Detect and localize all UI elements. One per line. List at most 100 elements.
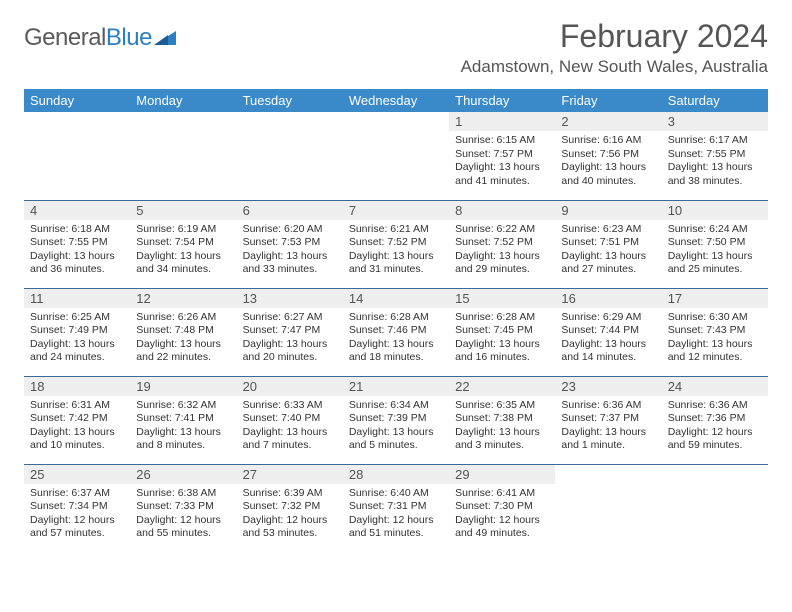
sunrise-text: Sunrise: 6:18 AM [30,223,124,237]
calendar-week-row: 25Sunrise: 6:37 AMSunset: 7:34 PMDayligh… [24,464,768,552]
daylight-text: Daylight: 13 hours and 7 minutes. [243,426,337,453]
calendar-day-cell [130,112,236,200]
day-details: Sunrise: 6:33 AMSunset: 7:40 PMDaylight:… [237,396,343,456]
sunset-text: Sunset: 7:33 PM [136,500,230,514]
daylight-text: Daylight: 13 hours and 20 minutes. [243,338,337,365]
calendar-week-row: 1Sunrise: 6:15 AMSunset: 7:57 PMDaylight… [24,112,768,200]
weekday-header: Tuesday [237,89,343,112]
calendar-day-cell: 20Sunrise: 6:33 AMSunset: 7:40 PMDayligh… [237,376,343,464]
calendar-day-cell: 16Sunrise: 6:29 AMSunset: 7:44 PMDayligh… [555,288,661,376]
day-number [24,112,130,131]
sunrise-text: Sunrise: 6:23 AM [561,223,655,237]
sunset-text: Sunset: 7:41 PM [136,412,230,426]
weekday-header: Saturday [662,89,768,112]
day-details: Sunrise: 6:19 AMSunset: 7:54 PMDaylight:… [130,220,236,280]
daylight-text: Daylight: 13 hours and 36 minutes. [30,250,124,277]
calendar-day-cell: 2Sunrise: 6:16 AMSunset: 7:56 PMDaylight… [555,112,661,200]
day-details: Sunrise: 6:32 AMSunset: 7:41 PMDaylight:… [130,396,236,456]
calendar-day-cell: 12Sunrise: 6:26 AMSunset: 7:48 PMDayligh… [130,288,236,376]
sunset-text: Sunset: 7:52 PM [349,236,443,250]
day-details: Sunrise: 6:36 AMSunset: 7:36 PMDaylight:… [662,396,768,456]
day-details: Sunrise: 6:23 AMSunset: 7:51 PMDaylight:… [555,220,661,280]
daylight-text: Daylight: 13 hours and 34 minutes. [136,250,230,277]
sunset-text: Sunset: 7:32 PM [243,500,337,514]
sunset-text: Sunset: 7:38 PM [455,412,549,426]
day-details: Sunrise: 6:38 AMSunset: 7:33 PMDaylight:… [130,484,236,544]
daylight-text: Daylight: 13 hours and 33 minutes. [243,250,337,277]
day-number: 17 [662,289,768,308]
day-number: 20 [237,377,343,396]
calendar-day-cell: 3Sunrise: 6:17 AMSunset: 7:55 PMDaylight… [662,112,768,200]
day-number: 16 [555,289,661,308]
logo-word2: Blue [106,24,152,52]
sunrise-text: Sunrise: 6:22 AM [455,223,549,237]
day-details: Sunrise: 6:18 AMSunset: 7:55 PMDaylight:… [24,220,130,280]
day-details: Sunrise: 6:40 AMSunset: 7:31 PMDaylight:… [343,484,449,544]
sunset-text: Sunset: 7:53 PM [243,236,337,250]
daylight-text: Daylight: 13 hours and 8 minutes. [136,426,230,453]
calendar-day-cell: 25Sunrise: 6:37 AMSunset: 7:34 PMDayligh… [24,464,130,552]
sunset-text: Sunset: 7:47 PM [243,324,337,338]
sunset-text: Sunset: 7:43 PM [668,324,762,338]
sunrise-text: Sunrise: 6:24 AM [668,223,762,237]
calendar-day-cell: 8Sunrise: 6:22 AMSunset: 7:52 PMDaylight… [449,200,555,288]
day-number [555,465,661,484]
day-number: 5 [130,201,236,220]
daylight-text: Daylight: 13 hours and 31 minutes. [349,250,443,277]
sunrise-text: Sunrise: 6:29 AM [561,311,655,325]
day-details: Sunrise: 6:41 AMSunset: 7:30 PMDaylight:… [449,484,555,544]
daylight-text: Daylight: 12 hours and 57 minutes. [30,514,124,541]
daylight-text: Daylight: 13 hours and 22 minutes. [136,338,230,365]
day-details: Sunrise: 6:20 AMSunset: 7:53 PMDaylight:… [237,220,343,280]
calendar-day-cell: 9Sunrise: 6:23 AMSunset: 7:51 PMDaylight… [555,200,661,288]
sunset-text: Sunset: 7:55 PM [668,148,762,162]
sunrise-text: Sunrise: 6:28 AM [455,311,549,325]
calendar-day-cell: 27Sunrise: 6:39 AMSunset: 7:32 PMDayligh… [237,464,343,552]
daylight-text: Daylight: 13 hours and 38 minutes. [668,161,762,188]
sunset-text: Sunset: 7:52 PM [455,236,549,250]
daylight-text: Daylight: 13 hours and 18 minutes. [349,338,443,365]
day-number [130,112,236,131]
day-details: Sunrise: 6:26 AMSunset: 7:48 PMDaylight:… [130,308,236,368]
calendar-day-cell: 28Sunrise: 6:40 AMSunset: 7:31 PMDayligh… [343,464,449,552]
calendar-day-cell [24,112,130,200]
daylight-text: Daylight: 13 hours and 40 minutes. [561,161,655,188]
daylight-text: Daylight: 13 hours and 24 minutes. [30,338,124,365]
calendar-day-cell: 7Sunrise: 6:21 AMSunset: 7:52 PMDaylight… [343,200,449,288]
daylight-text: Daylight: 13 hours and 12 minutes. [668,338,762,365]
sunset-text: Sunset: 7:40 PM [243,412,337,426]
calendar-day-cell: 6Sunrise: 6:20 AMSunset: 7:53 PMDaylight… [237,200,343,288]
sunrise-text: Sunrise: 6:30 AM [668,311,762,325]
sunset-text: Sunset: 7:48 PM [136,324,230,338]
calendar-day-cell: 14Sunrise: 6:28 AMSunset: 7:46 PMDayligh… [343,288,449,376]
calendar-day-cell: 18Sunrise: 6:31 AMSunset: 7:42 PMDayligh… [24,376,130,464]
day-details: Sunrise: 6:28 AMSunset: 7:46 PMDaylight:… [343,308,449,368]
sunrise-text: Sunrise: 6:26 AM [136,311,230,325]
day-number: 14 [343,289,449,308]
day-number: 12 [130,289,236,308]
calendar-day-cell [555,464,661,552]
day-details: Sunrise: 6:35 AMSunset: 7:38 PMDaylight:… [449,396,555,456]
sunrise-text: Sunrise: 6:20 AM [243,223,337,237]
day-number: 28 [343,465,449,484]
sunset-text: Sunset: 7:57 PM [455,148,549,162]
sunset-text: Sunset: 7:55 PM [30,236,124,250]
daylight-text: Daylight: 13 hours and 29 minutes. [455,250,549,277]
sunset-text: Sunset: 7:37 PM [561,412,655,426]
sunrise-text: Sunrise: 6:36 AM [668,399,762,413]
calendar-week-row: 4Sunrise: 6:18 AMSunset: 7:55 PMDaylight… [24,200,768,288]
sunrise-text: Sunrise: 6:17 AM [668,134,762,148]
calendar-day-cell: 23Sunrise: 6:36 AMSunset: 7:37 PMDayligh… [555,376,661,464]
sunset-text: Sunset: 7:30 PM [455,500,549,514]
weekday-header: Friday [555,89,661,112]
day-details: Sunrise: 6:37 AMSunset: 7:34 PMDaylight:… [24,484,130,544]
sunrise-text: Sunrise: 6:39 AM [243,487,337,501]
day-number: 10 [662,201,768,220]
calendar-day-cell: 26Sunrise: 6:38 AMSunset: 7:33 PMDayligh… [130,464,236,552]
sunrise-text: Sunrise: 6:31 AM [30,399,124,413]
calendar-day-cell: 21Sunrise: 6:34 AMSunset: 7:39 PMDayligh… [343,376,449,464]
logo: GeneralBlue [24,24,176,52]
sunset-text: Sunset: 7:36 PM [668,412,762,426]
sunset-text: Sunset: 7:49 PM [30,324,124,338]
logo-triangle-icon [154,29,176,47]
